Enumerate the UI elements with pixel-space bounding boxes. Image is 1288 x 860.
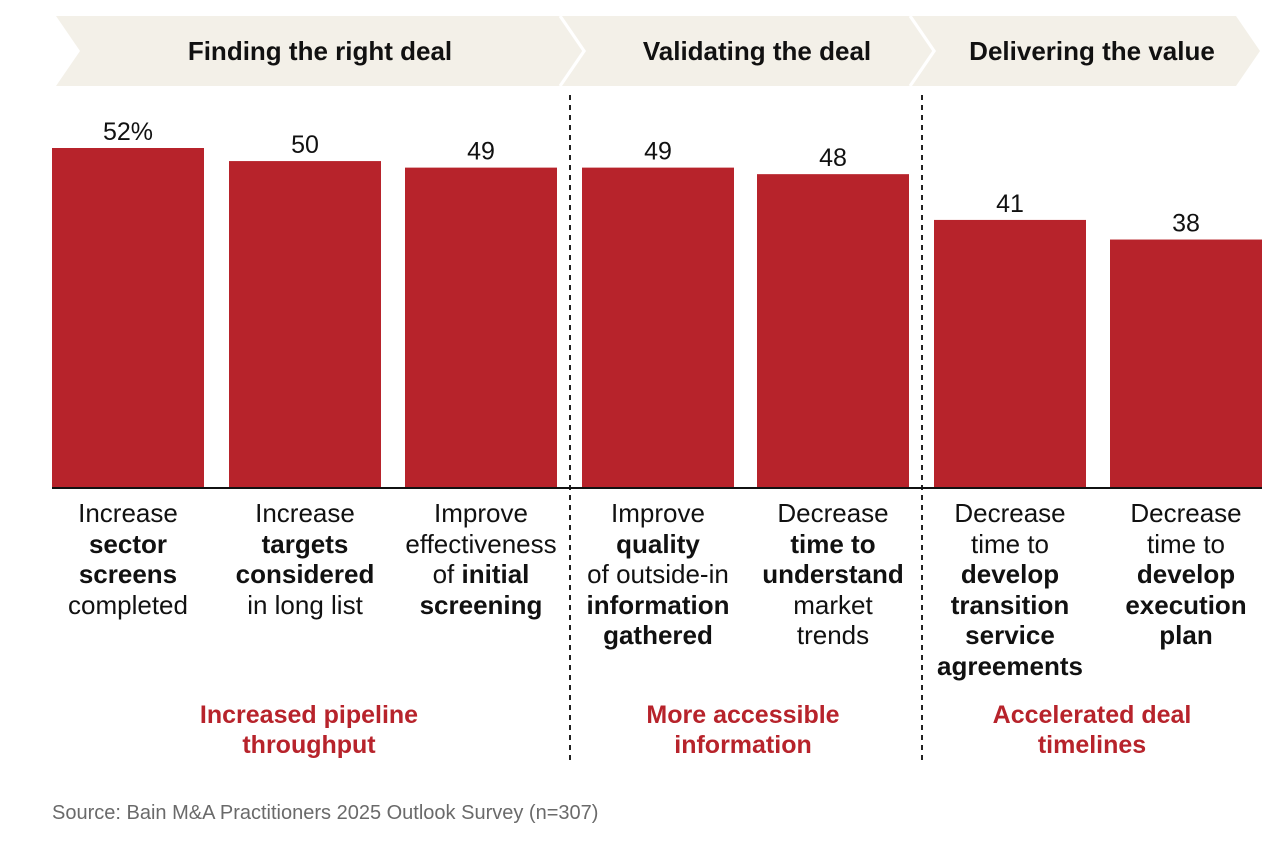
category-label-line: of outside-in — [587, 559, 729, 589]
value-label-6: 41 — [996, 190, 1024, 218]
bar-2 — [229, 161, 381, 489]
phase-chevron-1 — [56, 16, 584, 86]
category-label-line: trends — [796, 620, 870, 650]
category-label-line: time to — [970, 528, 1050, 559]
category-label-7: Decrease time to develop execution plan — [1100, 498, 1272, 651]
category-label-line: agreements — [937, 650, 1083, 681]
category-label-line: develop — [1136, 559, 1236, 589]
bar-1 — [52, 148, 204, 488]
value-label-4: 49 — [644, 138, 672, 166]
category-label-line: targets — [261, 528, 349, 559]
category-label-line: Improve — [434, 498, 528, 528]
outcome-label-information: More accessible information — [583, 700, 903, 760]
category-label-line: time to — [1146, 528, 1226, 559]
bar-7 — [1110, 239, 1262, 488]
outcome-label-timelines: Accelerated deal timelines — [932, 700, 1252, 760]
category-label-line: in long list — [247, 589, 363, 620]
category-label-line: develop — [960, 559, 1060, 589]
category-label-line: screens — [78, 559, 178, 589]
category-label-line: transition — [950, 589, 1070, 620]
category-label-6: Decrease time to develop transition service a… — [924, 498, 1096, 681]
outcome-line: Increased pipeline — [199, 701, 419, 729]
phase-label-finding: Finding the right deal — [188, 36, 452, 66]
category-label-line: service — [965, 620, 1055, 650]
category-label-line: Improve — [611, 498, 705, 528]
outcome-line: throughput — [242, 731, 376, 759]
category-label-line: screening — [419, 589, 543, 620]
bar-6 — [934, 219, 1086, 488]
phase-label-validating: Validating the deal — [643, 36, 871, 66]
phase-label-delivering: Delivering the value — [969, 36, 1215, 66]
category-label-line: considered — [235, 559, 375, 589]
outcome-line: information — [674, 731, 812, 759]
category-label-line: sector — [88, 528, 168, 559]
category-label-line: Increase — [255, 498, 355, 528]
category-label-line: time to — [790, 528, 876, 559]
category-label-line: information — [586, 589, 730, 620]
outcome-line: timelines — [1037, 731, 1147, 759]
value-label-2: 50 — [291, 131, 319, 159]
category-label-3: Improve effectiveness of initial screening — [395, 498, 567, 620]
category-label-line: plan — [1159, 620, 1213, 650]
category-label-line: Decrease — [954, 498, 1066, 528]
category-label-line: quality — [616, 528, 700, 559]
category-label-line: of initial — [432, 559, 530, 589]
outcome-line: More accessible — [646, 701, 840, 729]
category-label-5: Decrease time to understand market trends — [747, 498, 919, 651]
value-label-1: 52% — [103, 118, 153, 146]
category-label-line: gathered — [603, 620, 713, 650]
value-label-5: 48 — [819, 144, 847, 172]
value-label-7: 38 — [1172, 210, 1200, 238]
bar-3 — [405, 167, 557, 488]
category-label-line: Decrease — [777, 498, 889, 528]
category-label-2: Increase targets considered in long list — [219, 498, 391, 620]
source-note: Source: Bain M&A Practitioners 2025 Outl… — [52, 802, 599, 824]
category-label-line: Increase — [78, 498, 178, 528]
bar-5 — [757, 174, 909, 488]
bar-chart: Finding the right deal Validating the de… — [52, 15, 1262, 760]
outcome-label-pipeline: Increased pipeline throughput — [149, 700, 469, 760]
category-label-4: Improve quality of outside-in information ga… — [572, 498, 744, 651]
outcome-line: Accelerated deal — [992, 701, 1192, 729]
bar-4 — [582, 167, 734, 488]
phase-chevron-2 — [562, 16, 934, 86]
phase-chevron-3 — [912, 16, 1260, 86]
value-label-3: 49 — [467, 138, 495, 166]
category-label-1: Increase sector screens completed — [42, 498, 214, 620]
category-label-line: effectiveness — [405, 528, 557, 559]
category-label-line: execution — [1125, 589, 1247, 620]
category-label-line: understand — [762, 559, 904, 589]
category-label-line: Decrease — [1130, 498, 1242, 528]
category-label-line: completed — [68, 589, 188, 620]
category-label-line: market — [793, 589, 873, 620]
